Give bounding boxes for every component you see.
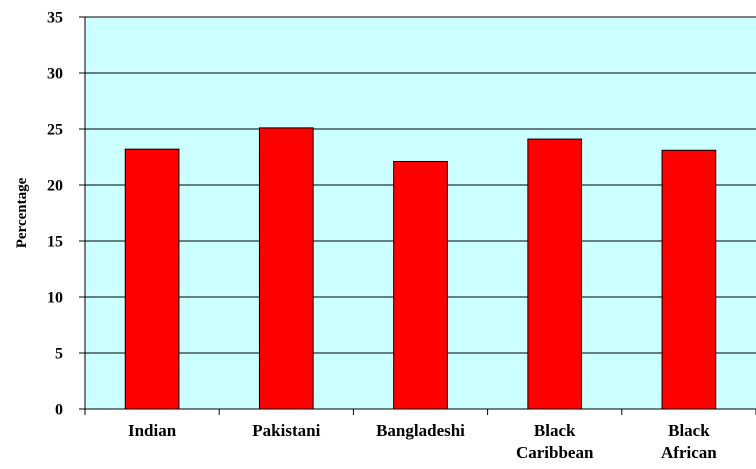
y-tick-label: 35 [47,10,63,27]
x-tick-labels: Indian Pakistani Bangladeshi Black Caribbean… [128,421,717,462]
bar [393,160,448,410]
y-tick-label: 15 [47,234,63,251]
y-tick-labels: 0 5 10 15 20 25 30 35 [47,10,85,419]
x-tick-label: Pakistani [252,421,320,440]
x-tick-label-line: Indian [128,421,177,440]
bar [527,138,583,410]
y-axis-title: Percentage [14,177,30,248]
x-tick-label-line: Black [534,421,576,440]
x-tick-label: Indian [128,421,177,440]
x-tick-label-line: Pakistani [252,421,320,440]
axes [84,17,756,415]
y-tick-label: 25 [47,122,63,139]
x-tick-label-line: African [661,443,717,462]
x-tick-label-line: Caribbean [516,443,594,462]
y-tick-label: 10 [47,290,63,307]
y-tick-label: 5 [55,346,63,363]
y-tick-label: 0 [55,402,63,419]
bar [124,148,180,410]
x-tick-label-line: Bangladeshi [376,421,465,440]
y-tick-label: 20 [47,178,63,195]
x-tick-label: Black African [661,421,717,462]
x-tick-label: Bangladeshi [376,421,465,440]
y-tick-label: 30 [47,66,63,83]
bar [661,149,717,410]
bar [258,127,314,410]
x-tick-label: Black Caribbean [516,421,594,462]
x-tick-label-line: Black [668,421,710,440]
